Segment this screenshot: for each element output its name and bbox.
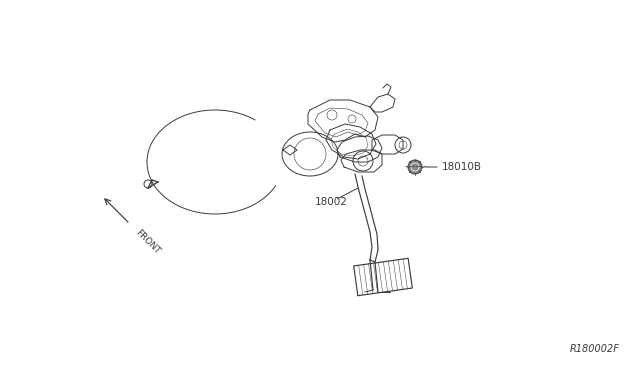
Text: 18010B: 18010B	[442, 162, 482, 172]
Circle shape	[408, 160, 422, 174]
Text: R180002F: R180002F	[570, 344, 620, 354]
Text: FRONT: FRONT	[134, 228, 162, 256]
Text: 18002: 18002	[315, 197, 348, 207]
